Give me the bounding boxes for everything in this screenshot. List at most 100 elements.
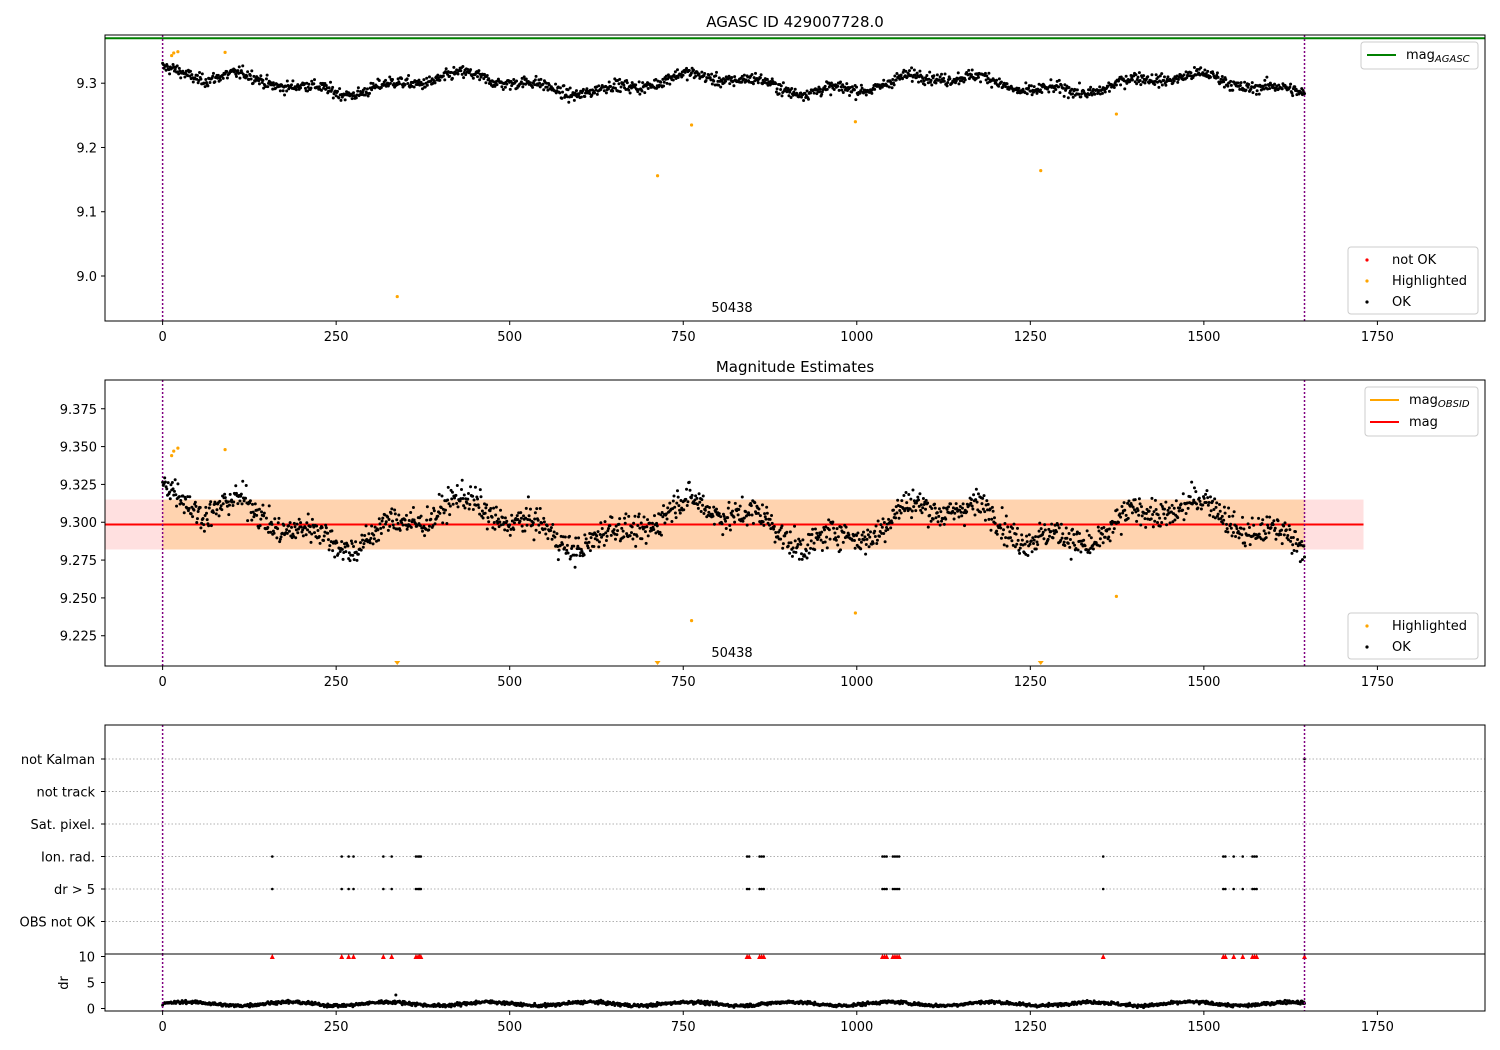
- ok-point: [848, 94, 852, 98]
- ok-point: [573, 91, 577, 95]
- highlighted-clipped-marker: [1037, 661, 1044, 665]
- ok-point: [391, 523, 395, 527]
- flag-point: [893, 855, 897, 858]
- ok-point: [411, 506, 415, 510]
- ok-point: [501, 515, 505, 519]
- ok-point: [471, 507, 475, 511]
- ok-point: [954, 502, 958, 506]
- ok-point: [1085, 529, 1089, 533]
- ok-point: [781, 81, 785, 85]
- ok-point: [1226, 530, 1230, 534]
- ok-point: [698, 500, 702, 504]
- ok-point: [172, 489, 176, 493]
- ok-point: [1130, 511, 1134, 515]
- flag-point: [1224, 855, 1227, 858]
- flag-point: [1232, 855, 1236, 858]
- ok-point: [981, 496, 985, 500]
- ok-point: [1143, 517, 1147, 521]
- ok-point: [1053, 523, 1057, 527]
- ok-point: [785, 530, 789, 534]
- ok-point: [595, 538, 599, 542]
- ok-point: [873, 529, 877, 533]
- ok-point: [271, 81, 275, 85]
- ok-point: [1067, 531, 1071, 535]
- ok-point: [234, 484, 238, 488]
- ok-point: [1157, 85, 1161, 89]
- ok-point: [1211, 499, 1215, 503]
- flag-point: [762, 855, 766, 858]
- ok-point: [371, 542, 375, 546]
- flag-label: Ion. rad.: [41, 851, 95, 866]
- ok-point: [1302, 544, 1306, 548]
- ok-point: [301, 534, 305, 538]
- ok-point: [806, 97, 810, 101]
- ok-point: [1018, 546, 1022, 550]
- ok-point: [265, 73, 269, 77]
- ok-point: [324, 526, 328, 530]
- ok-point: [574, 89, 578, 93]
- ok-point: [1008, 530, 1012, 534]
- ok-point: [558, 91, 562, 95]
- ok-point: [623, 521, 627, 525]
- ok-point: [1291, 94, 1295, 98]
- ok-point: [296, 531, 300, 535]
- ok-point: [703, 508, 707, 512]
- flag-point: [1251, 855, 1254, 858]
- ok-point: [362, 542, 366, 546]
- ok-point: [204, 78, 208, 82]
- ok-point: [717, 76, 721, 80]
- ok-point: [239, 492, 243, 496]
- ok-point: [1150, 73, 1154, 77]
- ok-point: [1002, 543, 1006, 547]
- ok-point: [456, 72, 460, 76]
- estimates-ytick-label: 9.275: [60, 554, 97, 569]
- ok-point: [850, 85, 854, 89]
- ok-point: [930, 83, 934, 87]
- ok-point: [288, 521, 292, 525]
- ok-point: [421, 82, 425, 86]
- ok-point: [168, 490, 172, 494]
- ok-point: [655, 524, 659, 528]
- flag-point: [891, 887, 895, 891]
- ok-point: [1004, 514, 1008, 518]
- ok-point: [924, 498, 928, 502]
- agasc-ytick-label: 9.3: [76, 77, 97, 92]
- ok-point: [446, 72, 450, 76]
- ok-point: [1251, 91, 1255, 95]
- ok-point: [744, 510, 748, 514]
- ok-point: [1294, 542, 1298, 546]
- ok-point: [240, 502, 244, 506]
- ok-point: [545, 85, 549, 89]
- ok-point: [1026, 553, 1030, 557]
- ok-point: [1139, 505, 1143, 509]
- ok-point: [1250, 516, 1254, 520]
- ok-point: [770, 513, 774, 517]
- ok-point: [440, 494, 444, 498]
- ok-point: [552, 530, 556, 534]
- ok-point: [1283, 521, 1287, 525]
- ok-point: [1216, 512, 1220, 516]
- ok-point: [683, 70, 687, 74]
- ok-point: [211, 71, 215, 75]
- flag-point: [1221, 887, 1225, 891]
- ok-point: [371, 81, 375, 85]
- ok-point: [820, 549, 824, 553]
- dr-point: [708, 1003, 712, 1007]
- ok-point: [264, 516, 268, 520]
- ok-point: [811, 527, 815, 531]
- ok-point: [754, 71, 758, 75]
- ok-point: [1255, 89, 1259, 93]
- ok-point: [605, 534, 609, 538]
- ok-point: [248, 499, 252, 503]
- ok-point: [1151, 513, 1155, 517]
- ok-point: [261, 503, 265, 507]
- ok-point: [477, 69, 481, 73]
- ok-point: [760, 503, 764, 507]
- ok-point: [1004, 536, 1008, 540]
- ok-point: [448, 74, 452, 78]
- ok-point: [1138, 78, 1142, 82]
- ok-point: [1261, 518, 1265, 522]
- ok-point: [1087, 533, 1091, 537]
- ok-point: [733, 520, 737, 524]
- ok-point: [278, 89, 282, 93]
